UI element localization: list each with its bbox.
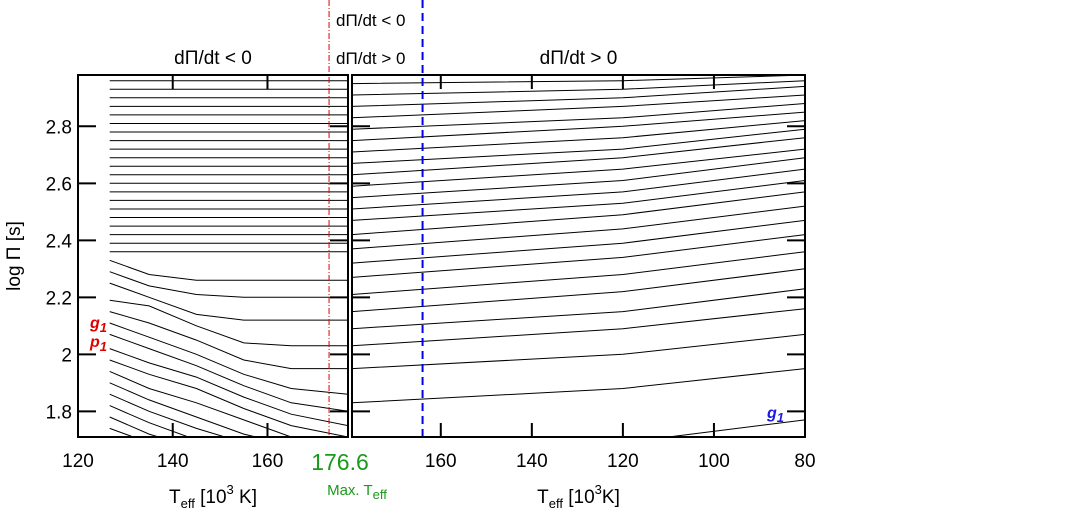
g1-sub: 1 [100, 320, 107, 335]
x-label-part: eff [549, 496, 564, 511]
period-line [109, 416, 161, 437]
max-teff-label: Max. Teff [327, 482, 387, 502]
plot-area [352, 75, 805, 437]
period-line [352, 333, 805, 370]
period-line [352, 368, 805, 404]
plot-frame [351, 74, 806, 438]
x-label-part: eff [181, 496, 196, 511]
x-label-part: [10 [563, 487, 595, 508]
x-axis-label: Teff [103K] [537, 482, 620, 511]
plot-frame [77, 74, 349, 438]
period-line [109, 311, 348, 370]
period-line [352, 128, 805, 164]
period-line [109, 393, 227, 437]
period-line [109, 405, 190, 437]
x-tick-label: 160 [425, 451, 457, 472]
max-teff-sub: eff [373, 487, 388, 502]
p1-label: p1 [89, 334, 107, 354]
y-tick-label: 2.8 [46, 117, 72, 138]
g1-label: g1 [89, 315, 107, 335]
period-line [352, 80, 805, 96]
period-line [109, 333, 348, 412]
period-line [352, 234, 805, 278]
period-line [352, 268, 805, 313]
x-label-part: [10 [195, 487, 227, 508]
x-tick-label: 160 [252, 451, 284, 472]
y-tick-label: 1.8 [46, 402, 72, 423]
x-label-part: T [169, 487, 181, 508]
period-line [352, 111, 805, 142]
x-label-part: 3 [595, 482, 602, 497]
x-label-part: K] [234, 487, 257, 508]
x-tick-label: 140 [157, 451, 189, 472]
y-axis-label: log Π [s] [4, 221, 25, 291]
period-line [352, 157, 805, 199]
x-tick-label: 140 [516, 451, 548, 472]
g1-main: g [766, 405, 777, 422]
period-line [352, 205, 805, 250]
x-label-part: K] [602, 487, 620, 508]
period-line [352, 219, 805, 264]
x-tick-label: 120 [607, 451, 639, 472]
x-label-part: T [537, 487, 549, 508]
period-line [352, 75, 805, 85]
period-line [352, 251, 805, 295]
max-teff-main: Max. T [327, 482, 373, 499]
x-label-part: 3 [227, 482, 234, 497]
x-axis-label: Teff [103 K] [169, 482, 257, 511]
period-line [109, 370, 295, 437]
period-line [109, 359, 348, 437]
period-line [352, 103, 805, 130]
period-line [109, 271, 348, 298]
x-tick-label: 120 [62, 451, 94, 472]
y-tick-label: 2 [61, 345, 72, 366]
g1-main: g [89, 315, 100, 332]
p1-main: p [89, 334, 100, 351]
middle-bottom-note: dΠ/dt > 0 [336, 49, 405, 68]
g1-sub: 1 [777, 410, 784, 425]
period-line [352, 180, 805, 221]
panel-title: dΠ/dt < 0 [174, 48, 252, 69]
x-tick-label: 80 [794, 451, 815, 472]
period-line [352, 148, 805, 187]
period-line [352, 94, 805, 119]
period-line [109, 299, 348, 347]
y-tick-label: 2.4 [46, 231, 73, 252]
y-tick-label: 2.2 [46, 288, 72, 309]
period-line [352, 191, 805, 236]
y-tick-label: 2.6 [46, 174, 72, 195]
period-line [352, 85, 805, 107]
period-line [352, 168, 805, 210]
period-line [109, 322, 348, 395]
p1-sub: 1 [100, 339, 107, 354]
panel-title: dΠ/dt > 0 [540, 48, 618, 69]
period-line [664, 419, 805, 437]
max-teff-value: 176.6 [311, 449, 369, 475]
period-line [109, 348, 348, 427]
period-line [109, 282, 348, 321]
period-line [109, 259, 348, 281]
g1-blue-label: g1 [766, 405, 784, 425]
middle-top-note: dΠ/dt < 0 [336, 11, 405, 30]
plot-area [109, 80, 348, 437]
period-line [352, 137, 805, 176]
period-line [109, 382, 258, 437]
period-line [352, 308, 805, 347]
period-line [352, 120, 805, 153]
x-tick-label: 100 [698, 451, 730, 472]
period-line [352, 288, 805, 330]
